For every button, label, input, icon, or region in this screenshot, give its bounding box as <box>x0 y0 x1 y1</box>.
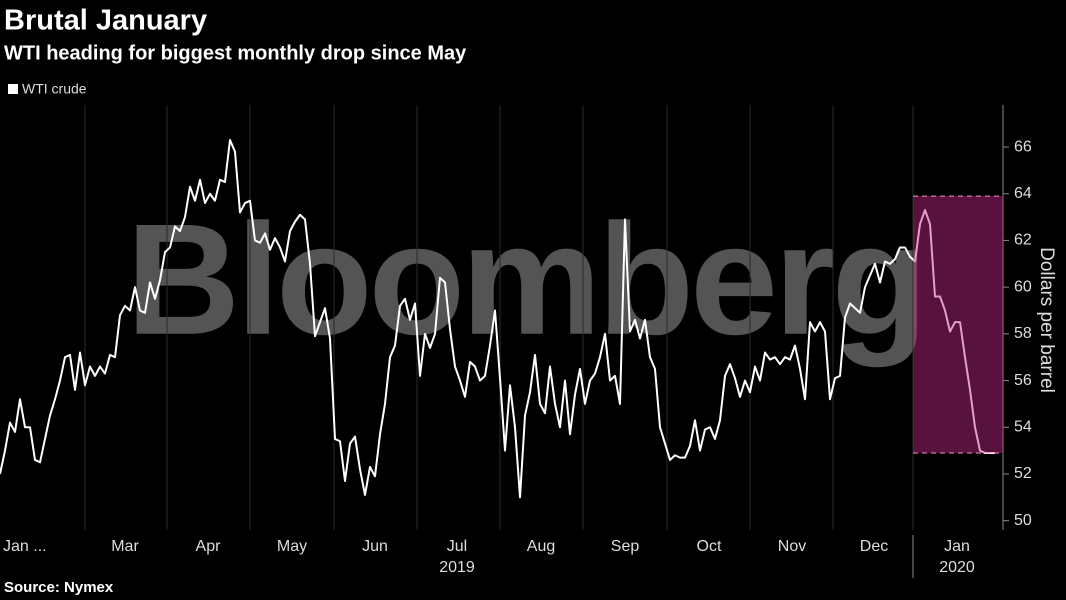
x-tick-label: Jan <box>944 538 970 555</box>
x-tick-label: Sep <box>611 538 640 555</box>
legend-label: WTI crude <box>22 81 87 97</box>
chart-title: Brutal January <box>4 5 207 37</box>
y-tick-label: 56 <box>1014 372 1032 389</box>
x-tick-label: Oct <box>697 538 722 555</box>
x-tick-label: Apr <box>196 538 222 555</box>
y-axis-title: Dollars per barrel <box>1036 247 1057 393</box>
source: Source: Nymex <box>4 579 114 596</box>
x-tick-label: Nov <box>778 538 806 555</box>
y-tick-label: 58 <box>1014 325 1032 342</box>
chart-subtitle: WTI heading for biggest monthly drop sin… <box>4 42 467 64</box>
line <box>0 139 995 499</box>
x-tick-label: Jun <box>362 538 388 555</box>
watermark: Bloomberg <box>126 192 924 368</box>
x-tick-label: Aug <box>527 538 555 555</box>
y-tick-label: 60 <box>1014 278 1032 295</box>
legend-swatch <box>8 84 18 94</box>
y-tick-label: 62 <box>1014 232 1032 249</box>
x-year-label: 2019 <box>439 559 475 576</box>
y-tick-label: 52 <box>1014 465 1032 482</box>
y-tick-label: 66 <box>1014 138 1032 155</box>
x-tick-label: Jan ... <box>3 538 47 555</box>
y-tick-label: 50 <box>1014 512 1032 529</box>
y-tick-label: 64 <box>1014 185 1032 202</box>
x-year-label: 2020 <box>939 559 975 576</box>
highlight <box>913 196 1003 453</box>
x-tick-label: Jul <box>447 538 467 555</box>
x-tick-label: Dec <box>860 538 888 555</box>
x-tick-label: May <box>277 538 307 555</box>
y-tick-label: 54 <box>1014 418 1032 435</box>
x-tick-label: Mar <box>111 538 139 555</box>
